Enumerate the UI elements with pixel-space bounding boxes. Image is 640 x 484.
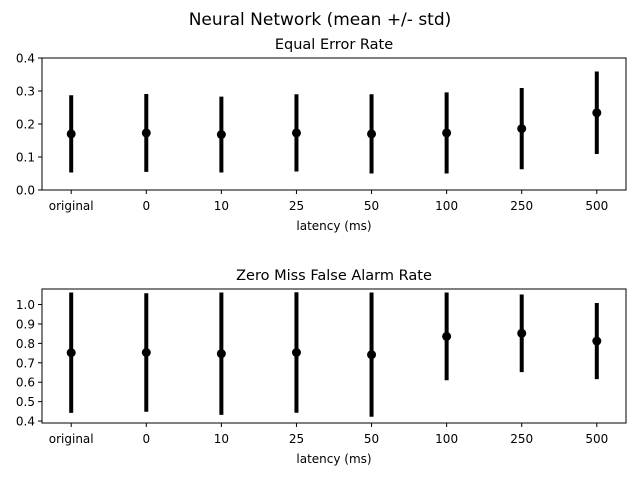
y-tick-label: 1.0 — [16, 298, 35, 312]
mean-point — [442, 128, 452, 138]
x-tick-label: 25 — [289, 199, 304, 213]
y-tick-label: 0.8 — [16, 337, 35, 351]
mean-point — [442, 331, 452, 341]
x-tick-label: 50 — [364, 432, 379, 446]
y-tick-label: 0.4 — [16, 52, 35, 66]
y-tick-label: 0.3 — [16, 85, 35, 99]
y-tick-label: 0.1 — [16, 151, 35, 165]
x-axis-label: latency (ms) — [296, 452, 371, 466]
x-tick-label: 50 — [364, 199, 379, 213]
mean-point — [216, 130, 226, 140]
mean-point — [66, 348, 76, 358]
mean-point — [592, 108, 602, 118]
x-tick-label: 10 — [214, 432, 229, 446]
x-tick-label: 500 — [585, 432, 608, 446]
mean-point — [592, 336, 602, 346]
x-axis-label: latency (ms) — [296, 219, 371, 233]
panel-zero-miss-false-alarm-rate: Zero Miss False Alarm Rate original 0 10 25 5… — [16, 268, 627, 466]
mean-point — [517, 124, 527, 134]
x-tick-label: original — [49, 199, 94, 213]
mean-point — [367, 129, 377, 139]
chart-title: Zero Miss False Alarm Rate — [236, 268, 432, 284]
x-tick-label: 500 — [585, 199, 608, 213]
mean-point — [517, 328, 527, 338]
mean-point — [367, 350, 377, 360]
mean-point — [66, 129, 76, 139]
x-tick-label: 100 — [435, 432, 458, 446]
x-tick-label: 25 — [289, 432, 304, 446]
mean-point — [141, 348, 151, 358]
mean-point — [291, 128, 301, 138]
figure-suptitle: Neural Network (mean +/- std) — [189, 10, 452, 30]
mean-point — [141, 128, 151, 138]
mean-point — [291, 348, 301, 358]
y-tick-label: 0.5 — [16, 395, 35, 409]
x-tick-label: 250 — [510, 199, 533, 213]
x-tick-label: 250 — [510, 432, 533, 446]
y-tick-label: 0.0 — [16, 184, 35, 198]
x-tick-label: original — [49, 432, 94, 446]
y-tick-label: 0.4 — [16, 415, 35, 429]
mean-point — [216, 349, 226, 359]
axes-frame — [41, 57, 627, 191]
y-tick-label: 0.2 — [16, 118, 35, 132]
panel-equal-error-rate: Equal Error Rate original 0 10 25 50 100 250 500… — [16, 37, 627, 233]
x-tick-label: 100 — [435, 199, 458, 213]
chart-title: Equal Error Rate — [275, 37, 393, 53]
x-tick-label: 0 — [142, 199, 150, 213]
x-tick-label: 0 — [142, 432, 150, 446]
y-tick-label: 0.9 — [16, 317, 35, 331]
axes-frame — [41, 288, 627, 424]
x-tick-label: 10 — [214, 199, 229, 213]
y-tick-label: 0.6 — [16, 376, 35, 390]
y-tick-label: 0.7 — [16, 356, 35, 370]
